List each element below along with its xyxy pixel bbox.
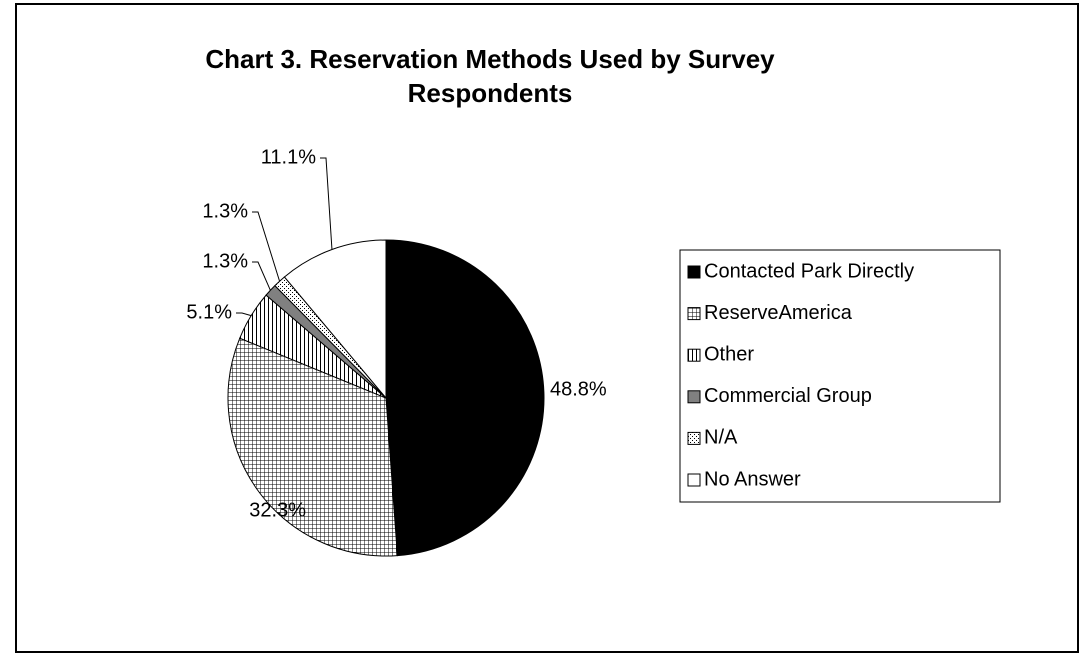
data-label: 1.3%	[202, 250, 248, 272]
legend-label: N/A	[704, 427, 738, 449]
leader-line	[252, 261, 271, 291]
pie-slice	[385, 239, 545, 557]
chart-title: Chart 3. Reservation Methods Used by Sur…	[205, 44, 775, 108]
legend-box	[679, 249, 1001, 503]
legend-label: No Answer	[704, 468, 801, 490]
legend-swatch	[687, 473, 701, 487]
legend-label: ReserveAmerica	[704, 302, 853, 324]
legend-swatch	[687, 390, 701, 404]
data-label: 48.8%	[550, 378, 607, 400]
legend-label: Contacted Park Directly	[704, 260, 914, 282]
legend-label: Other	[704, 343, 754, 365]
data-label: 32.3%	[249, 499, 306, 521]
legend-swatch	[687, 348, 701, 362]
legend-swatch	[687, 307, 701, 321]
legend-swatch	[687, 431, 701, 445]
leader-line	[252, 211, 281, 282]
pie-slice	[227, 337, 398, 557]
legend-label: Commercial Group	[704, 385, 872, 407]
leader-line	[236, 312, 252, 317]
leader-line	[320, 157, 333, 250]
legend-swatch	[687, 265, 701, 279]
data-label: 5.1%	[186, 301, 232, 323]
pie-slice	[283, 239, 387, 400]
data-label: 11.1%	[261, 146, 316, 168]
data-label: 1.3%	[202, 200, 248, 222]
